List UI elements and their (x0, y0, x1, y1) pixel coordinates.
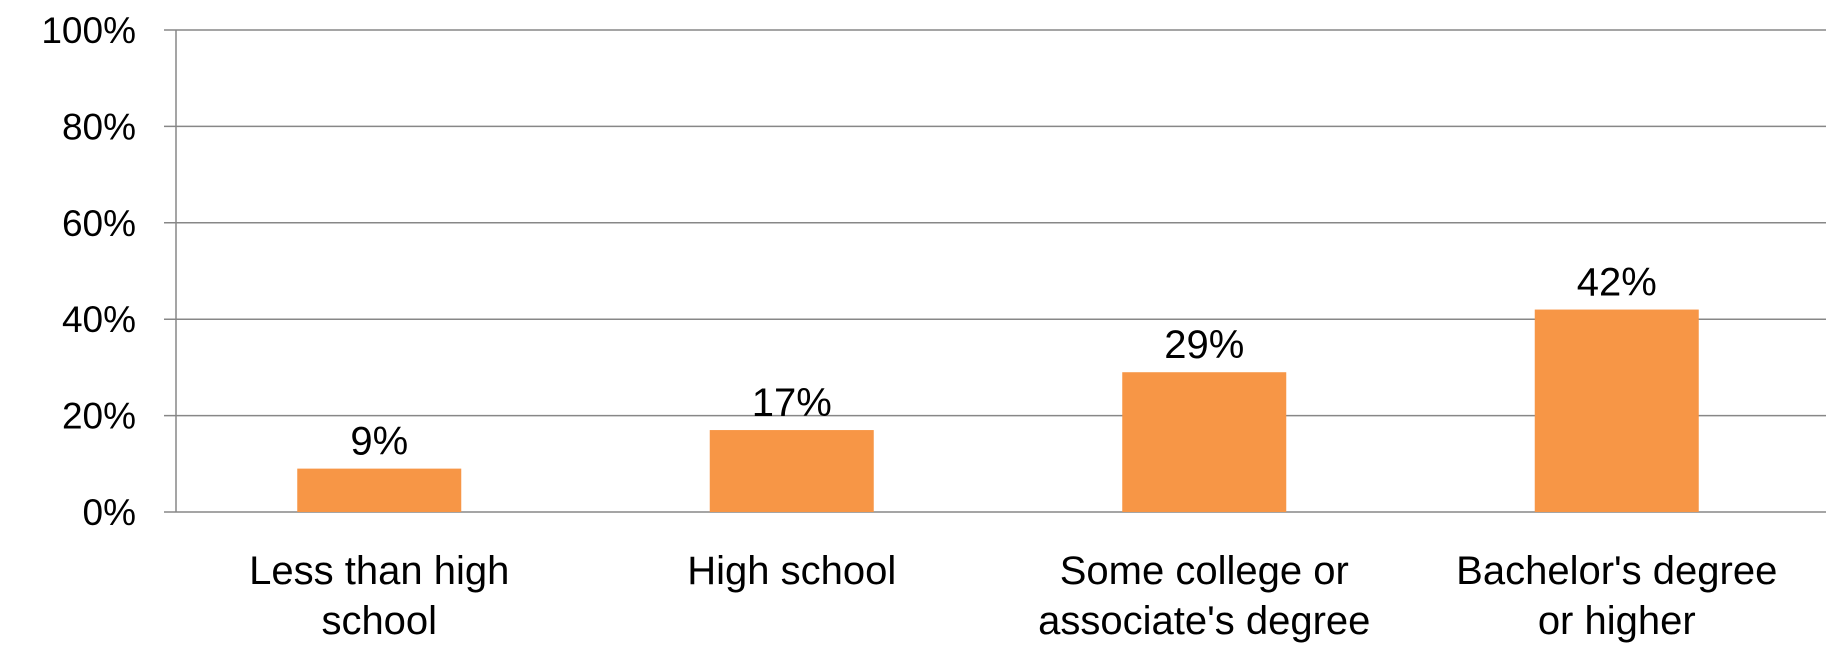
bar-0 (297, 468, 462, 512)
bars (297, 309, 1699, 512)
data-label-1: 17% (752, 381, 832, 425)
x-axis-category-labels: Less than high school High school Some coll… (249, 549, 1777, 643)
category-label-line: Some college or (1060, 549, 1349, 593)
y-tick-label: 20% (62, 396, 136, 437)
category-label-0: Less than high school (249, 549, 509, 643)
category-label-line: Bachelor's degree (1456, 549, 1777, 593)
y-tick-label: 0% (83, 492, 136, 533)
data-label-3: 42% (1577, 261, 1657, 305)
y-tick-label: 60% (62, 203, 136, 244)
category-label-line: school (321, 599, 437, 643)
y-tick-label: 80% (62, 106, 136, 147)
y-axis-tick-labels: 0% 20% 40% 60% 80% 100% (41, 10, 136, 533)
category-label-line: High school (687, 549, 896, 593)
category-label-1: High school (687, 549, 896, 593)
data-label-2: 29% (1164, 323, 1244, 367)
category-label-line: associate's degree (1038, 599, 1370, 643)
bar-3 (1534, 309, 1699, 512)
y-tick-label: 40% (62, 299, 136, 340)
data-labels: 9% 17% 29% 42% (350, 261, 1656, 464)
bar-2 (1122, 372, 1287, 512)
bar-1 (709, 430, 874, 512)
data-label-0: 9% (350, 420, 408, 464)
category-label-2: Some college or associate's degree (1038, 549, 1370, 643)
category-label-3: Bachelor's degree or higher (1456, 549, 1777, 643)
category-label-line: or higher (1538, 599, 1696, 643)
y-tick-label: 100% (41, 10, 136, 51)
category-label-line: Less than high (249, 549, 509, 593)
